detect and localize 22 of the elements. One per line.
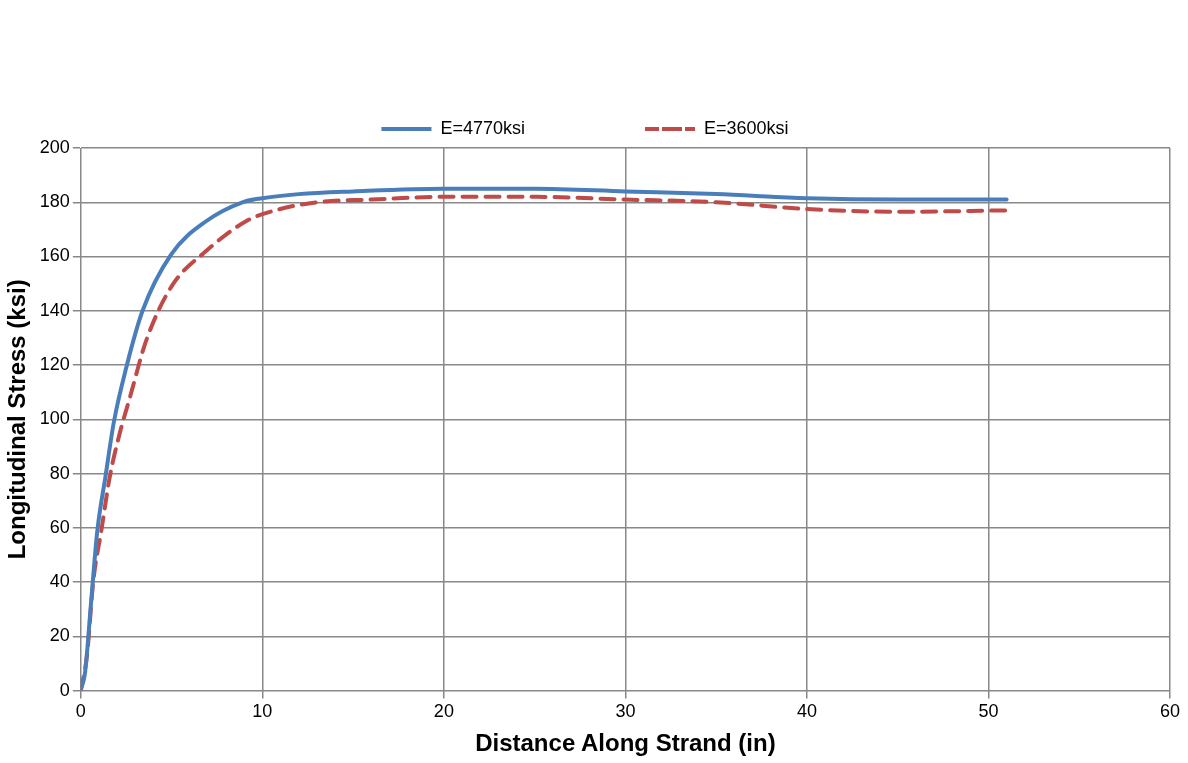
y-tick-label: 80 <box>49 462 70 483</box>
x-tick-label: 50 <box>978 701 999 722</box>
x-tick-label: 0 <box>75 701 86 722</box>
x-tick-label: 60 <box>1159 701 1181 722</box>
x-tick-label: 40 <box>796 701 817 722</box>
y-tick-label: 200 <box>39 136 70 157</box>
y-tick-label: 60 <box>49 516 70 537</box>
y-axis-title: Longitudinal Stress (ksi) <box>3 279 31 560</box>
y-tick-label: 160 <box>39 245 70 266</box>
y-tick-label: 40 <box>49 571 70 592</box>
x-tick-label: 10 <box>252 701 273 722</box>
y-tick-label: 180 <box>39 191 70 212</box>
x-tick-label: 20 <box>433 701 454 722</box>
y-tick-label: 20 <box>49 625 70 646</box>
legend-label: E=3600ksi <box>704 117 789 138</box>
y-tick-label: 140 <box>39 299 70 320</box>
x-axis-title: Distance Along Strand (in) <box>475 729 776 757</box>
y-tick-label: 0 <box>59 679 70 700</box>
legend-label: E=4770ksi <box>440 117 525 138</box>
y-tick-label: 120 <box>39 354 70 375</box>
x-tick-label: 30 <box>615 701 636 722</box>
y-tick-label: 100 <box>39 408 70 429</box>
